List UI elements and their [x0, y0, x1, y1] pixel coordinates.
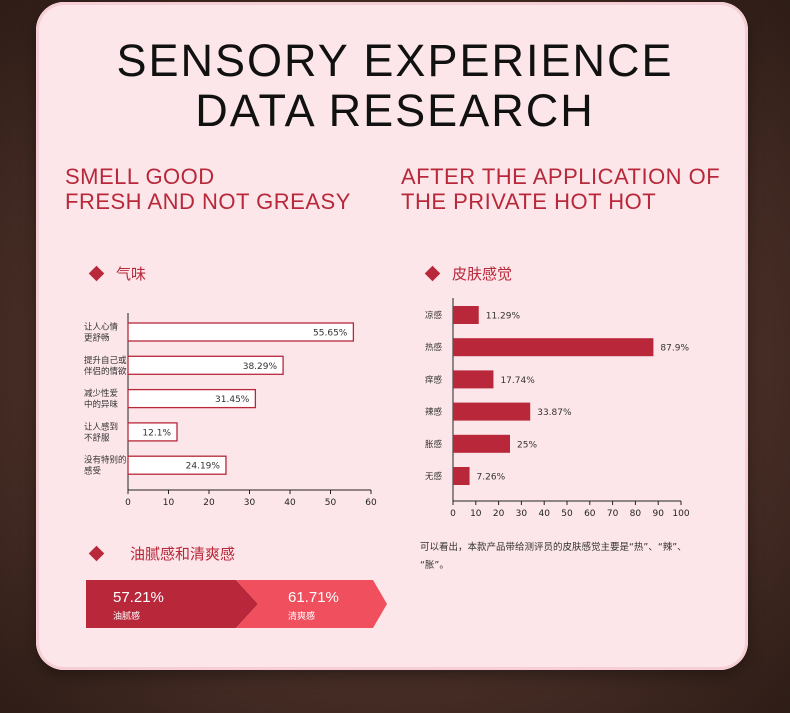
- category-label: 提升自己或伴侣的情欲: [84, 355, 127, 377]
- x-tick-label: 80: [630, 509, 642, 519]
- bar-value-label: 24.19%: [186, 462, 221, 472]
- category-label-line: 痒感: [425, 374, 443, 385]
- x-tick-label: 40: [538, 509, 550, 519]
- category-label-line: 减少性爱: [84, 388, 118, 399]
- title-line-2: DATA RESEARCH: [195, 85, 595, 136]
- bar-value-label: 12.1%: [142, 428, 171, 438]
- category-label: 减少性爱中的异味: [84, 388, 119, 410]
- category-label-line: 辣感: [425, 407, 443, 418]
- category-label-line: 让人感到: [84, 421, 118, 432]
- greasy-label: 油腻感: [113, 612, 141, 622]
- right-subtitle: AFTER THE APPLICATION OF THE PRIVATE HOT…: [401, 164, 720, 214]
- x-tick-label: 50: [325, 498, 337, 508]
- category-label-line: 更舒畅: [84, 333, 110, 344]
- smell-chart-title: 气味: [116, 265, 147, 283]
- note-line-1: 可以看出，本款产品带给测评员的皮肤感觉主要是“热”、“辣”、: [420, 542, 687, 553]
- x-tick-label: 0: [125, 498, 131, 508]
- bar: [127, 388, 257, 409]
- left-subtitle-line-1: SMELL GOOD: [65, 164, 215, 189]
- category-label: 痒感: [425, 374, 443, 385]
- x-tick-label: 30: [244, 498, 256, 508]
- title-line-1: SENSORY EXPERIENCE: [116, 35, 674, 86]
- category-label-line: 中的异味: [84, 399, 119, 410]
- x-tick-label: 0: [450, 509, 456, 519]
- x-tick-label: 40: [284, 498, 296, 508]
- x-tick-label: 60: [365, 498, 377, 508]
- fresh-label: 清爽感: [288, 612, 316, 622]
- bar: [453, 402, 531, 421]
- bar: [453, 338, 654, 357]
- category-label-line: 胀感: [425, 439, 443, 450]
- x-tick-label: 30: [516, 509, 528, 519]
- note-line-2: “胀”。: [420, 560, 449, 571]
- category-label: 让人感到不舒服: [84, 421, 118, 443]
- bar: [127, 355, 284, 375]
- category-label-line: 不舒服: [84, 432, 110, 443]
- bar: [127, 422, 178, 442]
- category-label: 没有特别的感受: [84, 455, 127, 477]
- diamond-icon: [88, 545, 105, 562]
- category-label-line: 凉感: [425, 310, 443, 321]
- skin-section-heading: 皮肤感觉: [424, 263, 513, 284]
- x-tick-label: 60: [584, 509, 596, 519]
- bar-value-label: 87.9%: [660, 344, 689, 354]
- bar: [453, 434, 510, 453]
- category-label: 无感: [425, 471, 443, 482]
- category-label-line: 无感: [425, 471, 443, 482]
- bar-value-label: 25%: [517, 440, 537, 450]
- skin-chart-title: 皮肤感觉: [452, 265, 513, 283]
- fresh-arrow: [236, 580, 387, 628]
- x-tick-label: 20: [203, 498, 215, 508]
- category-label-line: 热感: [425, 342, 443, 353]
- x-tick-label: 20: [493, 509, 505, 519]
- category-label: 胀感: [425, 439, 443, 450]
- page-title: SENSORY EXPERIENCE DATA RESEARCH: [0, 36, 790, 136]
- category-label: 热感: [425, 342, 443, 353]
- greasy-section-heading: 油腻感和清爽感: [88, 543, 236, 564]
- category-label-line: 伴侣的情欲: [84, 366, 127, 377]
- fresh-pct: 61.71%: [288, 589, 339, 606]
- bar: [453, 370, 494, 389]
- right-subtitle-line-1: AFTER THE APPLICATION OF: [401, 164, 721, 189]
- category-label-line: 让人心情: [84, 322, 119, 333]
- x-tick-label: 90: [652, 509, 664, 519]
- bar: [453, 467, 470, 485]
- category-label-line: 没有特别的: [84, 455, 127, 466]
- x-tick-label: 100: [672, 509, 689, 519]
- bar-value-label: 11.29%: [486, 312, 521, 322]
- bar-value-label: 33.87%: [537, 408, 572, 418]
- smell-section-heading: 气味: [88, 263, 147, 284]
- category-label-line: 感受: [84, 466, 102, 477]
- category-label: 辣感: [425, 407, 443, 418]
- x-tick-label: 10: [470, 509, 482, 519]
- bar-value-label: 55.65%: [313, 329, 348, 339]
- bar: [127, 455, 227, 475]
- bar-value-label: 38.29%: [243, 362, 278, 372]
- category-label: 让人心情更舒畅: [84, 322, 119, 344]
- bar-value-label: 7.26%: [477, 473, 506, 483]
- bar-value-label: 17.74%: [500, 376, 535, 386]
- x-tick-label: 50: [561, 509, 573, 519]
- greasy-arrow-graphic: [86, 580, 387, 628]
- greasy-arrow: [86, 580, 258, 628]
- x-tick-label: 10: [163, 498, 175, 508]
- category-label-line: 提升自己或: [84, 355, 127, 366]
- left-subtitle: SMELL GOOD FRESH AND NOT GREASY: [65, 164, 351, 214]
- greasy-pct: 57.21%: [113, 589, 164, 606]
- right-subtitle-line-2: THE PRIVATE HOT HOT: [401, 189, 657, 214]
- bar: [127, 322, 355, 342]
- bar-value-label: 31.45%: [215, 395, 250, 405]
- greasy-fresh-values: 57.21% 油腻感 61.71% 清爽感: [86, 580, 388, 628]
- skin-note: 可以看出，本款产品带给测评员的皮肤感觉主要是“热”、“辣”、 “胀”。: [420, 539, 710, 575]
- category-label: 凉感: [425, 310, 443, 321]
- x-tick-label: 70: [607, 509, 619, 519]
- bar: [453, 306, 479, 324]
- left-subtitle-line-2: FRESH AND NOT GREASY: [65, 189, 351, 214]
- greasy-section-title: 油腻感和清爽感: [130, 545, 236, 563]
